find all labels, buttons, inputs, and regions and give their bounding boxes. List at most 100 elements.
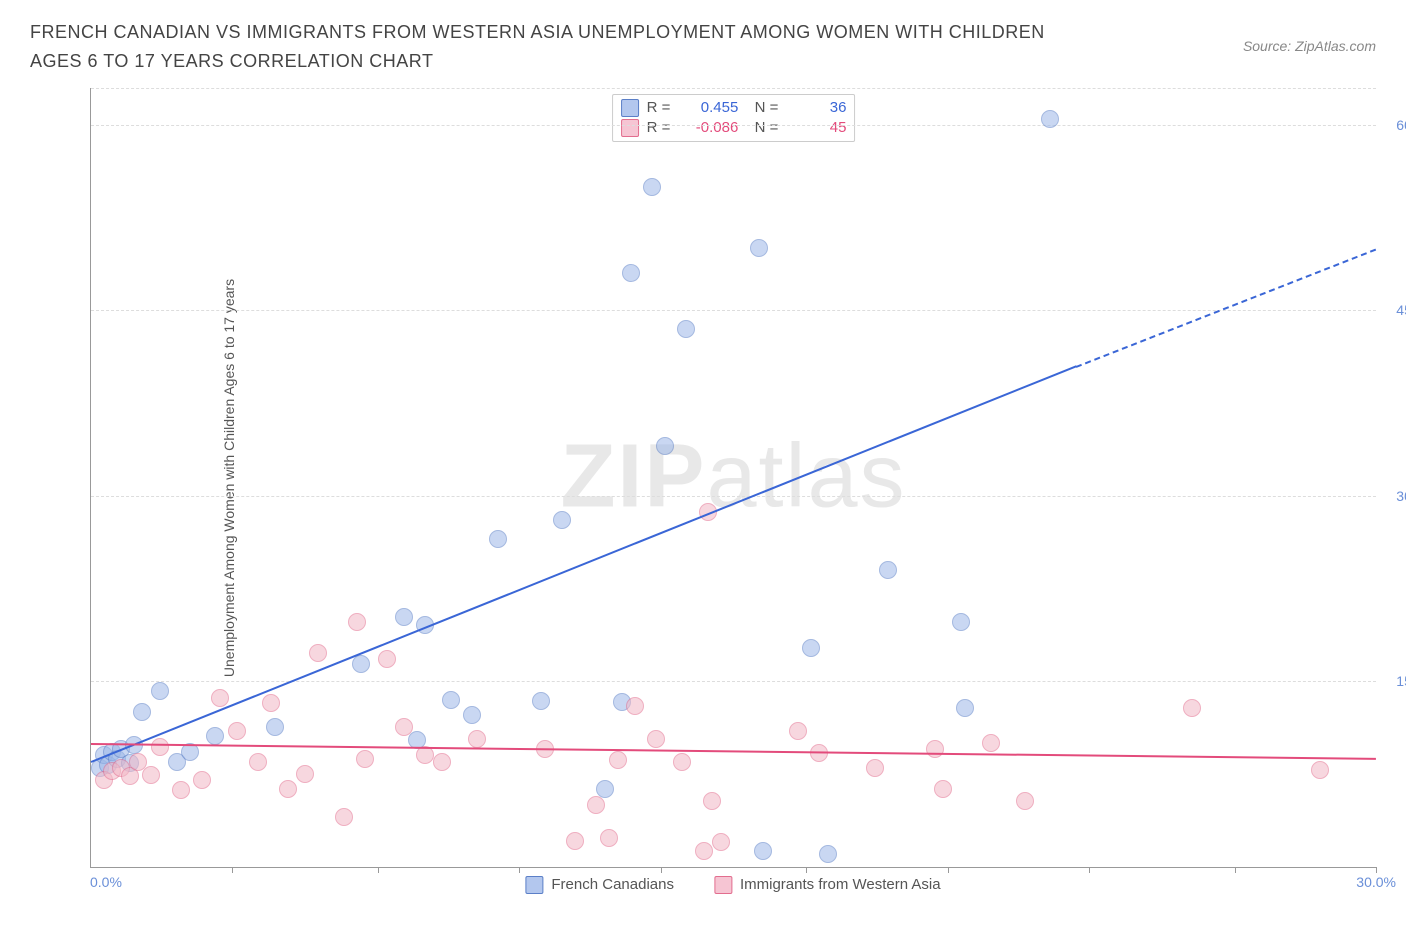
data-point bbox=[1041, 110, 1059, 128]
correlation-stats-box: R =0.455 N =36R =-0.086 N =45 bbox=[612, 94, 856, 142]
data-point bbox=[789, 722, 807, 740]
r-label: R = bbox=[647, 99, 671, 116]
x-axis-max-label: 30.0% bbox=[1356, 874, 1396, 890]
data-point bbox=[309, 644, 327, 662]
data-point bbox=[395, 718, 413, 736]
y-tick-label: 60.0% bbox=[1396, 117, 1406, 133]
data-point bbox=[352, 655, 370, 673]
data-point bbox=[553, 511, 571, 529]
data-point bbox=[622, 264, 640, 282]
data-point bbox=[211, 689, 229, 707]
legend-swatch bbox=[714, 876, 732, 894]
data-point bbox=[348, 613, 366, 631]
data-point bbox=[712, 833, 730, 851]
data-point bbox=[866, 759, 884, 777]
data-point bbox=[750, 239, 768, 257]
data-point bbox=[956, 699, 974, 717]
r-value: 0.455 bbox=[678, 99, 738, 116]
data-point bbox=[819, 845, 837, 863]
x-tick bbox=[661, 867, 662, 873]
data-point bbox=[206, 727, 224, 745]
data-point bbox=[532, 692, 550, 710]
data-point bbox=[249, 753, 267, 771]
watermark: ZIPatlas bbox=[560, 426, 906, 529]
data-point bbox=[802, 639, 820, 657]
data-point bbox=[656, 437, 674, 455]
trend-line bbox=[91, 743, 1376, 760]
data-point bbox=[262, 694, 280, 712]
data-point bbox=[643, 178, 661, 196]
legend-item: French Canadians bbox=[525, 876, 674, 894]
data-point bbox=[133, 703, 151, 721]
x-tick bbox=[519, 867, 520, 873]
n-value: 45 bbox=[786, 119, 846, 136]
chart-area: Unemployment Among Women with Children A… bbox=[90, 88, 1376, 868]
chart-title: FRENCH CANADIAN VS IMMIGRANTS FROM WESTE… bbox=[30, 18, 1080, 76]
x-tick bbox=[1376, 867, 1377, 873]
x-tick bbox=[378, 867, 379, 873]
chart-legend: French Canadians Immigrants from Western … bbox=[525, 876, 940, 894]
trend-line bbox=[91, 366, 1077, 764]
data-point bbox=[335, 808, 353, 826]
gridline bbox=[91, 681, 1376, 682]
legend-label: French Canadians bbox=[551, 876, 674, 893]
data-point bbox=[982, 734, 1000, 752]
data-point bbox=[566, 832, 584, 850]
series-swatch bbox=[621, 119, 639, 137]
source-attribution: Source: ZipAtlas.com bbox=[1243, 18, 1376, 54]
x-tick bbox=[1235, 867, 1236, 873]
data-point bbox=[442, 691, 460, 709]
y-tick-label: 30.0% bbox=[1396, 488, 1406, 504]
n-label: N = bbox=[746, 99, 778, 116]
data-point bbox=[647, 730, 665, 748]
data-point bbox=[677, 320, 695, 338]
data-point bbox=[626, 697, 644, 715]
n-label: N = bbox=[746, 119, 778, 136]
data-point bbox=[266, 718, 284, 736]
r-label: R = bbox=[647, 119, 671, 136]
y-tick-label: 15.0% bbox=[1396, 673, 1406, 689]
data-point bbox=[151, 738, 169, 756]
stats-row: R = -0.086 N = 45 bbox=[621, 119, 847, 137]
gridline bbox=[91, 310, 1376, 311]
data-point bbox=[609, 751, 627, 769]
x-tick bbox=[948, 867, 949, 873]
data-point bbox=[356, 750, 374, 768]
data-point bbox=[600, 829, 618, 847]
data-point bbox=[395, 608, 413, 626]
data-point bbox=[934, 780, 952, 798]
data-point bbox=[703, 792, 721, 810]
gridline bbox=[91, 88, 1376, 89]
r-value: -0.086 bbox=[678, 119, 738, 136]
data-point bbox=[596, 780, 614, 798]
data-point bbox=[1016, 792, 1034, 810]
data-point bbox=[1311, 761, 1329, 779]
data-point bbox=[416, 746, 434, 764]
data-point bbox=[463, 706, 481, 724]
data-point bbox=[151, 682, 169, 700]
data-point bbox=[673, 753, 691, 771]
data-point bbox=[296, 765, 314, 783]
x-tick bbox=[806, 867, 807, 873]
data-point bbox=[926, 740, 944, 758]
gridline bbox=[91, 496, 1376, 497]
data-point bbox=[193, 771, 211, 789]
data-point bbox=[468, 730, 486, 748]
x-tick bbox=[1089, 867, 1090, 873]
legend-item: Immigrants from Western Asia bbox=[714, 876, 941, 894]
data-point bbox=[952, 613, 970, 631]
stats-row: R =0.455 N =36 bbox=[621, 99, 847, 117]
legend-swatch bbox=[525, 876, 543, 894]
series-swatch bbox=[621, 99, 639, 117]
data-point bbox=[279, 780, 297, 798]
legend-label: Immigrants from Western Asia bbox=[740, 876, 941, 893]
data-point bbox=[587, 796, 605, 814]
data-point bbox=[378, 650, 396, 668]
data-point bbox=[1183, 699, 1201, 717]
x-axis-min-label: 0.0% bbox=[90, 874, 122, 890]
data-point bbox=[879, 561, 897, 579]
data-point bbox=[695, 842, 713, 860]
data-point bbox=[228, 722, 246, 740]
trend-line bbox=[1076, 248, 1377, 367]
data-point bbox=[754, 842, 772, 860]
